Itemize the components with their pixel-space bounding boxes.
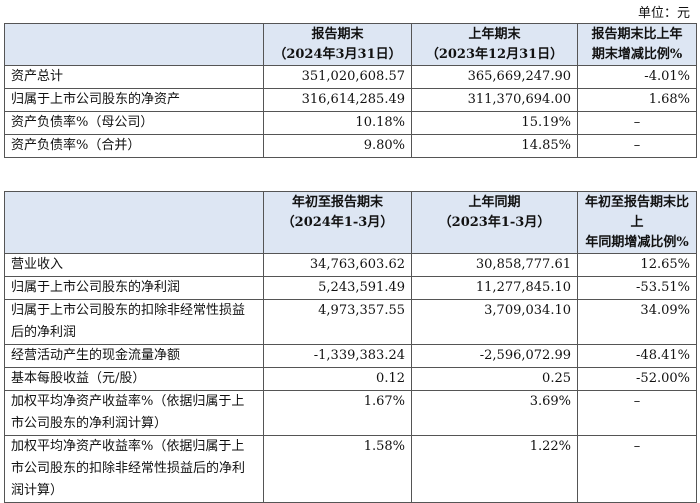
previous-value: 311,370,694.00 [411,88,578,112]
previous-value: 365,669,247.90 [411,65,578,89]
previous-value: 15.19% [411,111,578,135]
table-row: 加权平均净资产收益率%（依据归属于上市公司股东的扣除非经常性损益后的净利润计算）… [4,435,697,503]
header-change-ratio: 年初至报告期末比上 年同期增减比例% [577,191,697,254]
table-header-row: 年初至报告期末 （2024年1-3月） 上年同期 （2023年1-3月） 年初至报告… [4,191,697,254]
current-value: 316,614,285.49 [263,88,412,112]
previous-value: 3,709,034.10 [411,299,578,345]
change-value: 12.65% [577,253,697,277]
table-header-row: 报告期末 （2024年3月31日） 上年期末 （2023年12月31日） 报告期末比… [4,23,697,66]
table-row: 归属于上市公司股东的扣除非经常性损益后的净利润 4,973,357.55 3,7… [4,299,697,345]
current-value: 1.58% [263,435,412,503]
current-value: 10.18% [263,111,412,135]
table-row: 基本每股收益（元/股） 0.12 0.25 -52.00% [4,367,697,391]
row-label: 资产负债率%（合并） [4,134,264,158]
change-value: -52.00% [577,367,697,391]
previous-value: 11,277,845.10 [411,276,578,300]
header-period-end: 报告期末 （2024年3月31日） [263,23,412,66]
income-summary-table: 年初至报告期末 （2024年1-3月） 上年同期 （2023年1-3月） 年初至报告… [4,191,697,503]
previous-value: 30,858,777.61 [411,253,578,277]
row-label: 资产负债率%（母公司） [4,111,264,135]
change-value: 1.68% [577,88,697,112]
header-blank [4,191,264,254]
row-label: 加权平均净资产收益率%（依据归属于上市公司股东的净利润计算） [4,390,264,436]
row-label: 归属于上市公司股东的扣除非经常性损益后的净利润 [4,299,264,345]
unit-label: 单位：元 [637,6,690,21]
row-label: 基本每股收益（元/股） [4,367,264,391]
current-value: 9.80% [263,134,412,158]
change-value: – [577,390,697,436]
table-row: 营业收入 34,763,603.62 30,858,777.61 12.65% [4,253,697,277]
change-value: -4.01% [577,65,697,89]
row-label: 归属于上市公司股东的净利润 [4,276,264,300]
change-value: – [577,435,697,503]
row-label: 经营活动产生的现金流量净额 [4,344,264,368]
change-value: -48.41% [577,344,697,368]
table-row: 归属于上市公司股东的净利润 5,243,591.49 11,277,845.10… [4,276,697,300]
table-row: 资产负债率%（母公司） 10.18% 15.19% – [4,111,697,135]
header-prior-period-end: 上年期末 （2023年12月31日） [411,23,578,66]
table-row: 加权平均净资产收益率%（依据归属于上市公司股东的净利润计算） 1.67% 3.6… [4,390,697,436]
previous-value: 0.25 [411,367,578,391]
table-row: 资产总计 351,020,608.57 365,669,247.90 -4.01… [4,65,697,89]
change-value: – [577,111,697,135]
header-prior-year-same-period: 上年同期 （2023年1-3月） [411,191,578,254]
current-value: 1.67% [263,390,412,436]
table-row: 经营活动产生的现金流量净额 -1,339,383.24 -2,596,072.9… [4,344,697,368]
table-row: 归属于上市公司股东的净资产 316,614,285.49 311,370,694… [4,88,697,112]
row-label: 加权平均净资产收益率%（依据归属于上市公司股东的扣除非经常性损益后的净利润计算） [4,435,264,503]
change-value: 34.09% [577,299,697,345]
previous-value: 1.22% [411,435,578,503]
previous-value: 14.85% [411,134,578,158]
header-blank [4,23,264,66]
current-value: 0.12 [263,367,412,391]
header-ytd: 年初至报告期末 （2024年1-3月） [263,191,412,254]
table-row: 资产负债率%（合并） 9.80% 14.85% – [4,134,697,158]
row-label: 归属于上市公司股东的净资产 [4,88,264,112]
change-value: – [577,134,697,158]
current-value: 34,763,603.62 [263,253,412,277]
current-value: -1,339,383.24 [263,344,412,368]
balance-summary-table: 报告期末 （2024年3月31日） 上年期末 （2023年12月31日） 报告期末比… [4,23,697,158]
header-change-ratio: 报告期末比上年 期末增减比例% [577,23,697,66]
current-value: 5,243,591.49 [263,276,412,300]
previous-value: 3.69% [411,390,578,436]
previous-value: -2,596,072.99 [411,344,578,368]
current-value: 4,973,357.55 [263,299,412,345]
row-label: 资产总计 [4,65,264,89]
row-label: 营业收入 [4,253,264,277]
current-value: 351,020,608.57 [263,65,412,89]
change-value: -53.51% [577,276,697,300]
